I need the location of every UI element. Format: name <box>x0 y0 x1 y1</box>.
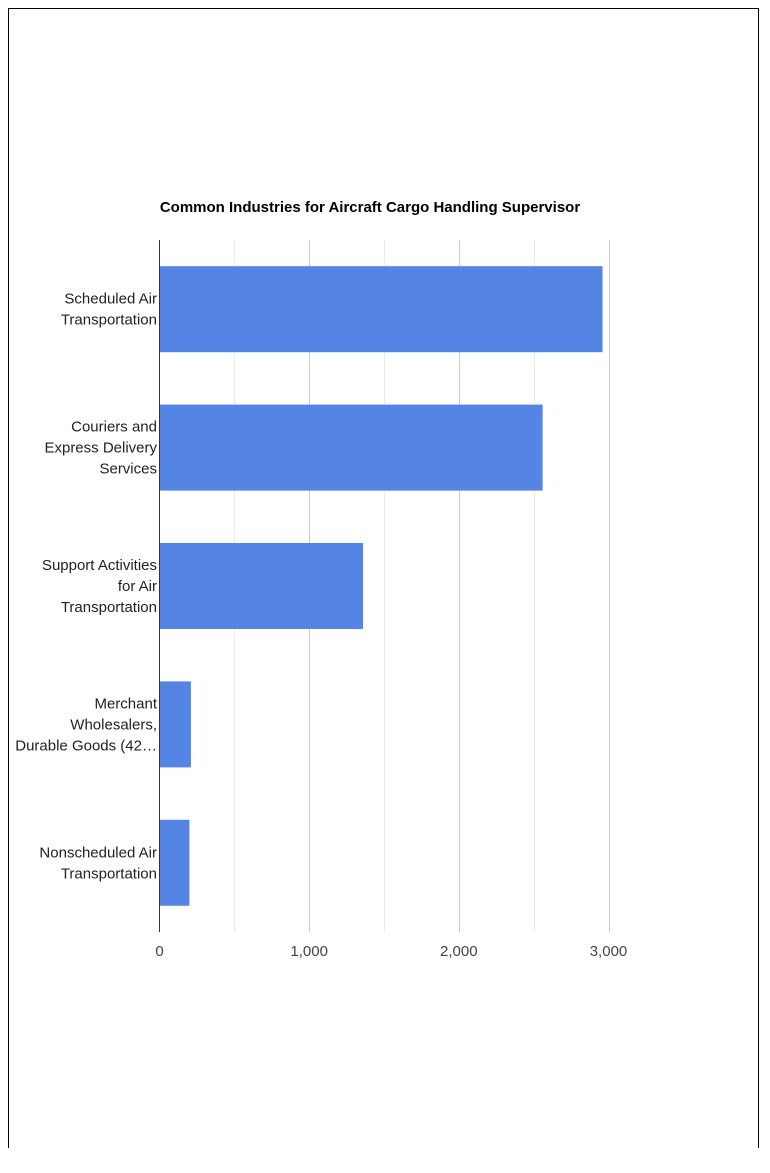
category-labels: Scheduled Air Transportation Couriers and E… <box>15 291 158 883</box>
chart-title: Common Industries for Aircraft Cargo Han… <box>160 199 580 216</box>
category-label: Nonscheduled Air Transportation <box>39 844 157 882</box>
x-tick-labels: 0 1,000 2,000 3,000 <box>155 943 627 960</box>
bar[interactable] <box>159 266 603 353</box>
category-label: Couriers and Express Delivery Services <box>44 419 157 478</box>
bar[interactable] <box>159 681 191 768</box>
x-tick-label: 1,000 <box>290 943 328 960</box>
x-tick-label: 0 <box>155 943 163 960</box>
chart-frame <box>8 8 759 1148</box>
bar[interactable] <box>159 543 364 629</box>
category-label: Scheduled Air Transportation <box>61 291 157 329</box>
category-label: Merchant Wholesalers, Durable Goods (42… <box>15 695 158 754</box>
x-tick-label: 3,000 <box>590 943 628 960</box>
bar[interactable] <box>159 404 543 491</box>
bar[interactable] <box>159 819 190 906</box>
x-tick-label: 2,000 <box>440 943 478 960</box>
bars <box>159 266 603 906</box>
category-label: Support Activities for Air Transportation <box>42 557 157 616</box>
